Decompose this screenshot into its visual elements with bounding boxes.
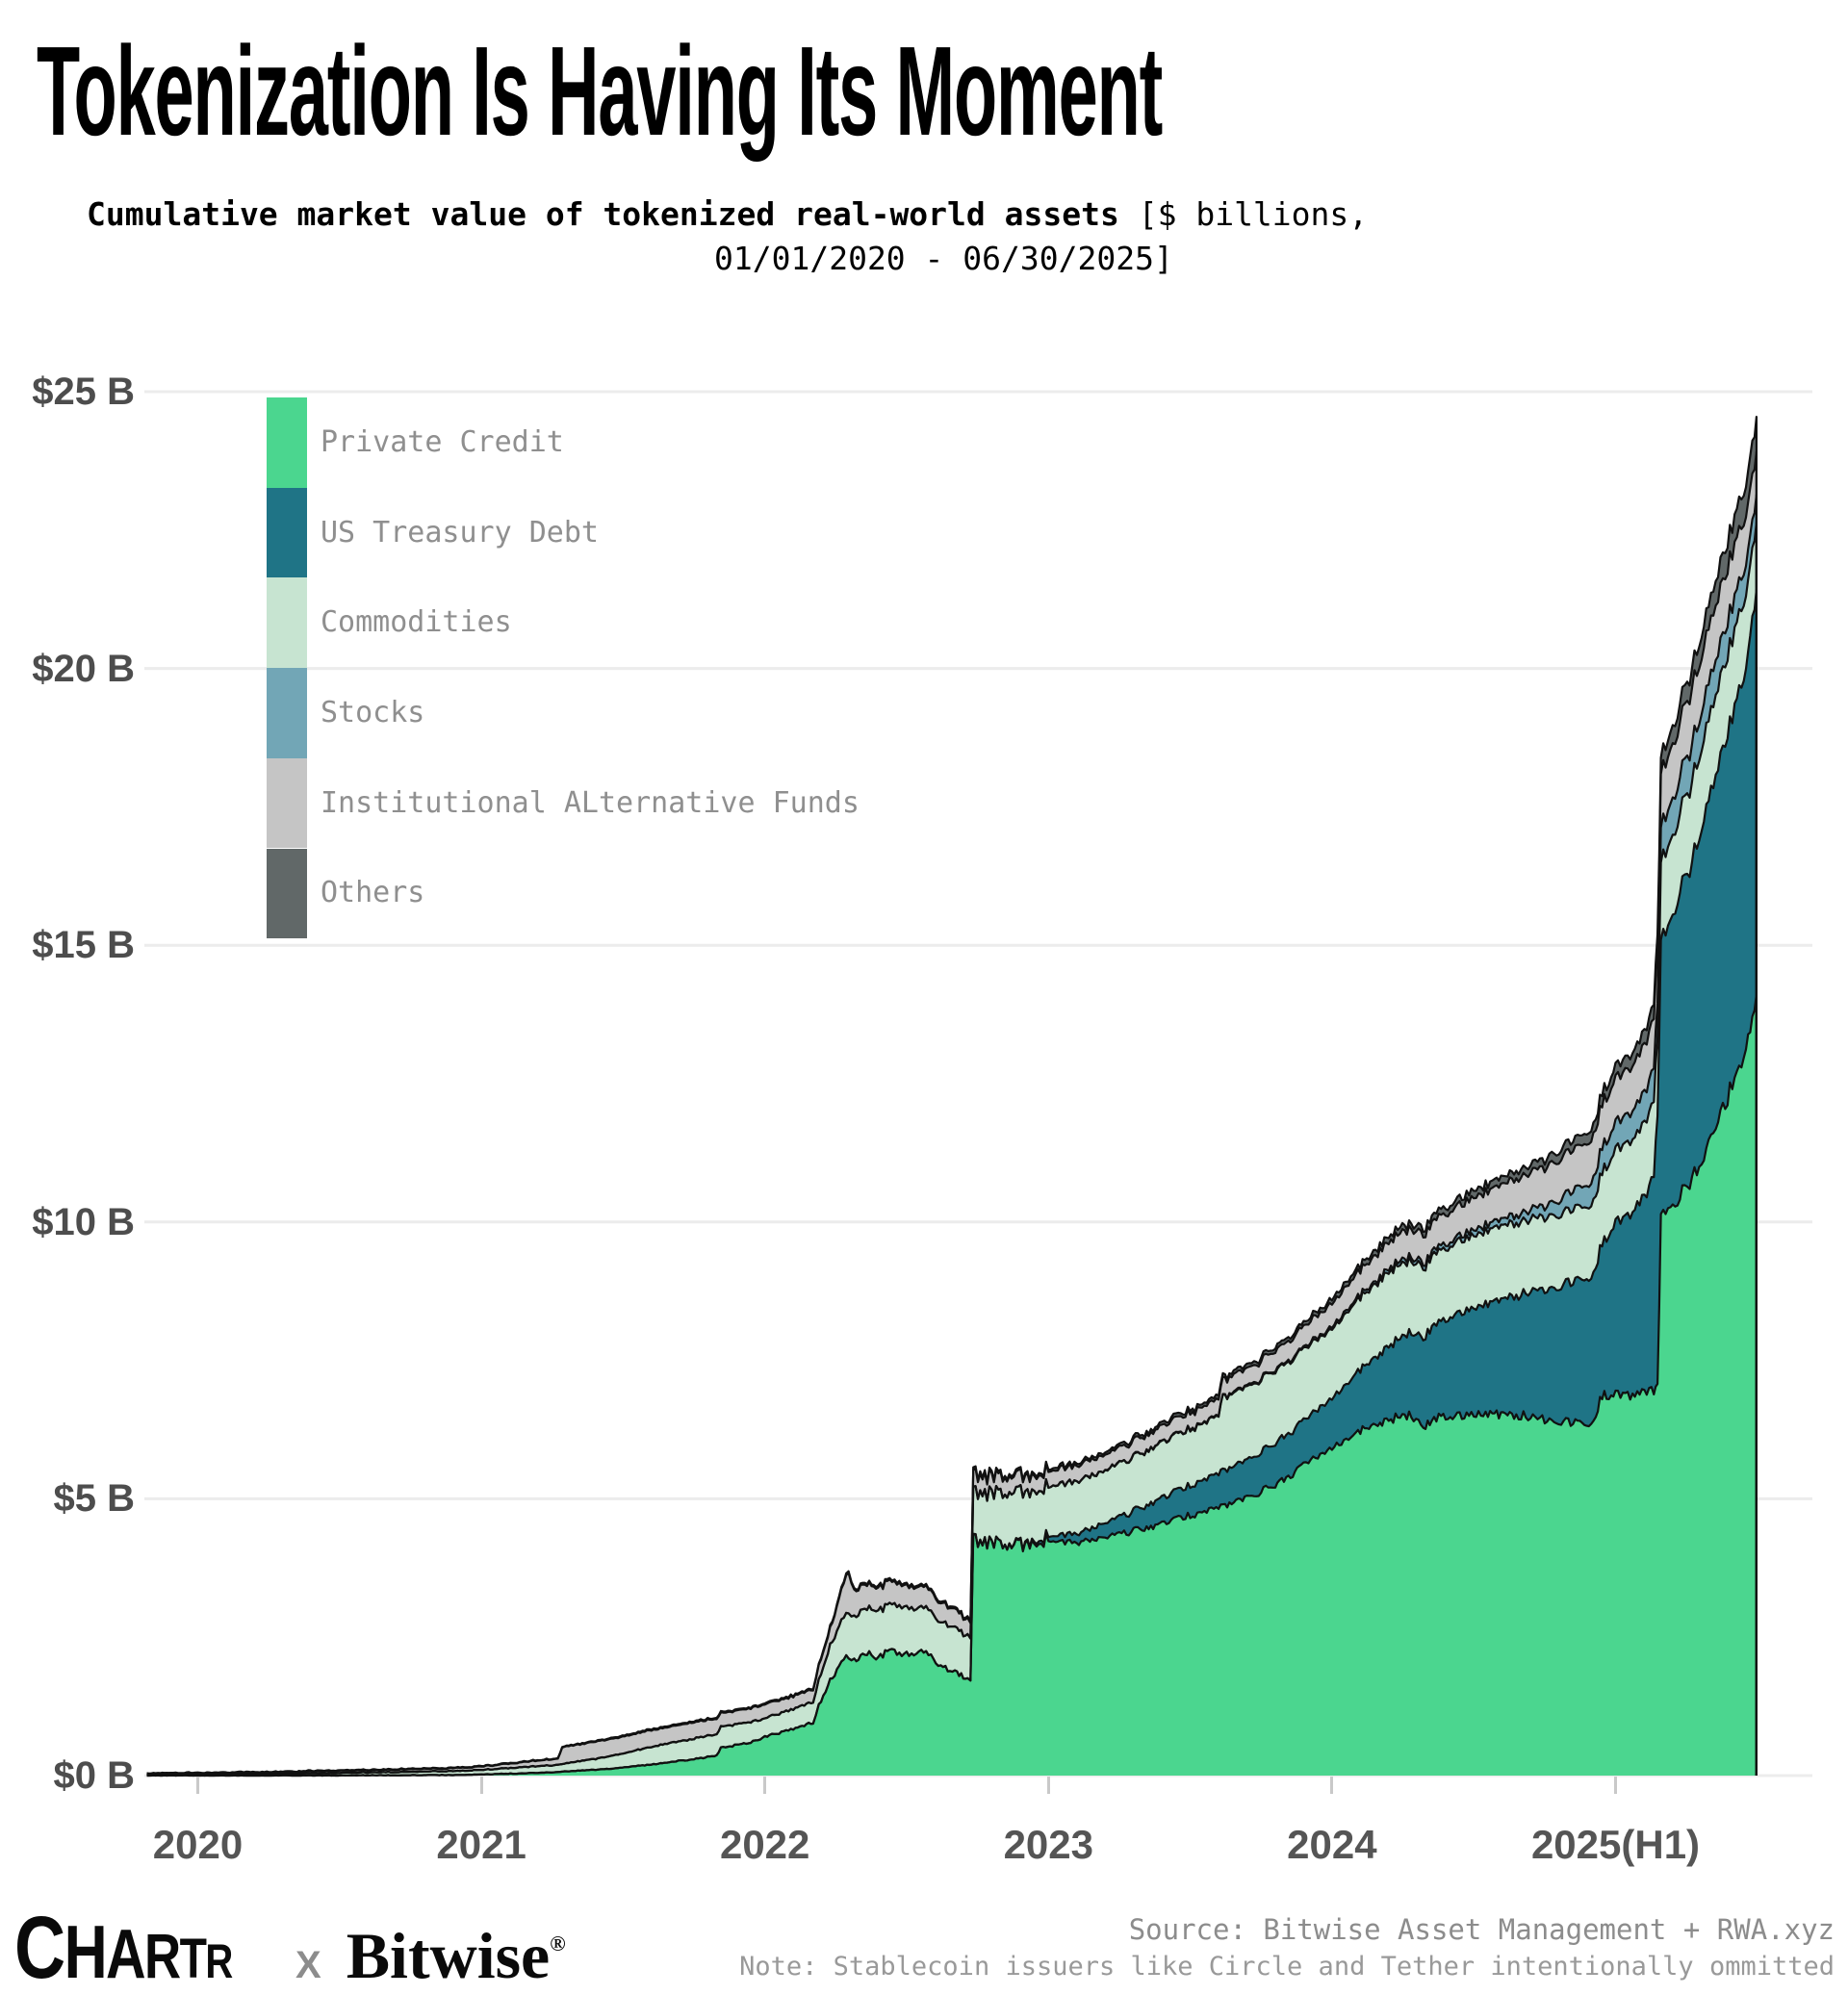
chart-subtitle-units: [$ billions, [1118, 195, 1369, 233]
legend-swatch-institutional-alternative-funds [267, 757, 307, 849]
y-tick-label-25b: $25 B [32, 371, 135, 413]
outline-others [146, 416, 1758, 1776]
x-tick-mark-2024 [1330, 1777, 1334, 1794]
x-tick-label-2022: 2022 [719, 1822, 810, 1867]
legend-label-stocks: Stocks [321, 695, 425, 729]
chart-subtitle: Cumulative market value of tokenized rea… [87, 195, 1368, 233]
legend-label-us-treasury-debt: US Treasury Debt [321, 515, 599, 550]
legend-label-institutional-alternative-funds: Institutional ALternative Funds [321, 785, 860, 820]
x-tick-label-2023: 2023 [1003, 1822, 1094, 1867]
chartr-logo-letter: T [179, 1928, 207, 1990]
chartr-logo: CHARTR [14, 1898, 233, 1995]
registered-trademark-icon: ® [550, 1931, 566, 1956]
page-title: Tokenization Is Having Its Moment [37, 20, 1163, 162]
publisher-logos: CHARTR X Bitwise® [14, 1898, 566, 1995]
x-tick-label-2024: 2024 [1287, 1822, 1377, 1867]
chartr-logo-letter: R [205, 1934, 233, 1988]
legend-swatch-others [267, 848, 307, 939]
legend-label-private-credit: Private Credit [321, 424, 564, 459]
legend-swatch-stocks [267, 668, 307, 758]
chartr-logo-letter: C [14, 1899, 65, 1995]
chart-subtitle-daterange: 01/01/2020 - 06/30/2025] [714, 240, 1173, 277]
y-tick-label-15b: $15 B [32, 924, 135, 967]
y-tick-label-5b: $5 B [53, 1477, 136, 1521]
chartr-logo-letter: H [64, 1909, 108, 1994]
bitwise-logo: Bitwise® [346, 1918, 566, 1994]
chart-subtitle-bold: Cumulative market value of tokenized rea… [87, 195, 1119, 233]
y-tick-label-20b: $20 B [32, 647, 135, 690]
legend-label-others: Others [321, 876, 425, 910]
outline-us-treasury-debt [146, 588, 1758, 1778]
x-tick-label-2025: 2025(H1) [1530, 1822, 1701, 1867]
legend-swatch-private-credit [267, 397, 307, 488]
x-tick-mark-2025 [1614, 1777, 1617, 1794]
x-tick-mark-2020 [196, 1777, 199, 1794]
bitwise-logo-text: Bitwise [346, 1919, 551, 1992]
chartr-logo-letter: R [144, 1920, 181, 1991]
y-tick-label-10b: $10 B [32, 1200, 135, 1243]
x-tick-mark-2021 [479, 1777, 483, 1794]
area-private-credit [146, 994, 1757, 1776]
x-tick-label-2020: 2020 [152, 1822, 244, 1867]
legend-swatch-us-treasury-debt [267, 487, 307, 578]
note-text: Note: Stablecoin issuers like Circle and… [739, 1952, 1835, 1982]
y-tick-label-0b: $0 B [53, 1754, 136, 1797]
chartr-logo-letter: A [106, 1916, 146, 1993]
logo-x-separator: X [295, 1944, 321, 1986]
x-tick-mark-2022 [763, 1777, 767, 1794]
x-tick-label-2021: 2021 [436, 1822, 526, 1867]
legend-swatch-commodities [267, 577, 307, 669]
legend-label-commodities: Commodities [321, 605, 512, 640]
outline-stocks [146, 493, 1758, 1777]
source-text: Source: Bitwise Asset Management + RWA.x… [1128, 1913, 1835, 1946]
x-tick-mark-2023 [1046, 1777, 1050, 1794]
